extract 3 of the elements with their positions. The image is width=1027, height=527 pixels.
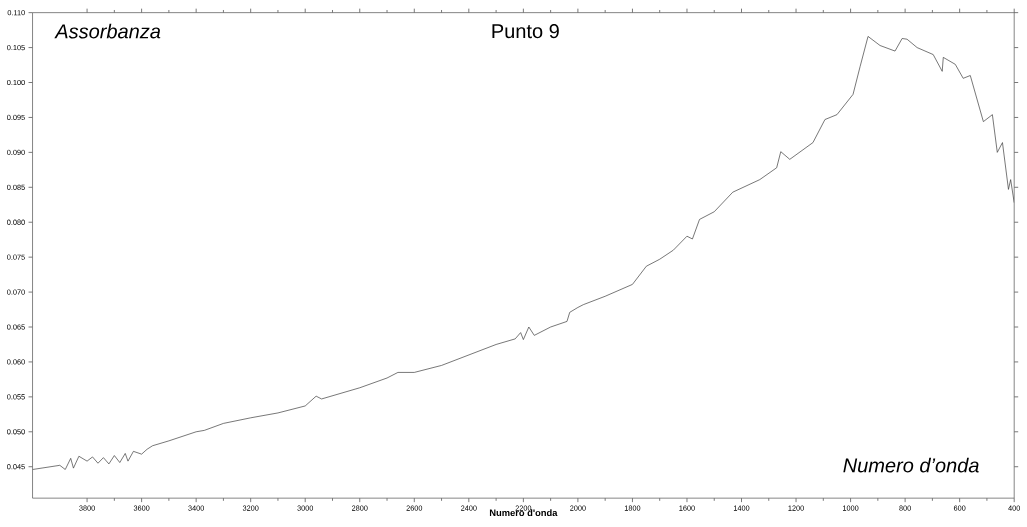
annotation: Numero d’onda (843, 457, 979, 473)
chart-title: Punto 9 (492, 24, 559, 39)
y-axis-title: Assorbanza (54, 23, 161, 39)
